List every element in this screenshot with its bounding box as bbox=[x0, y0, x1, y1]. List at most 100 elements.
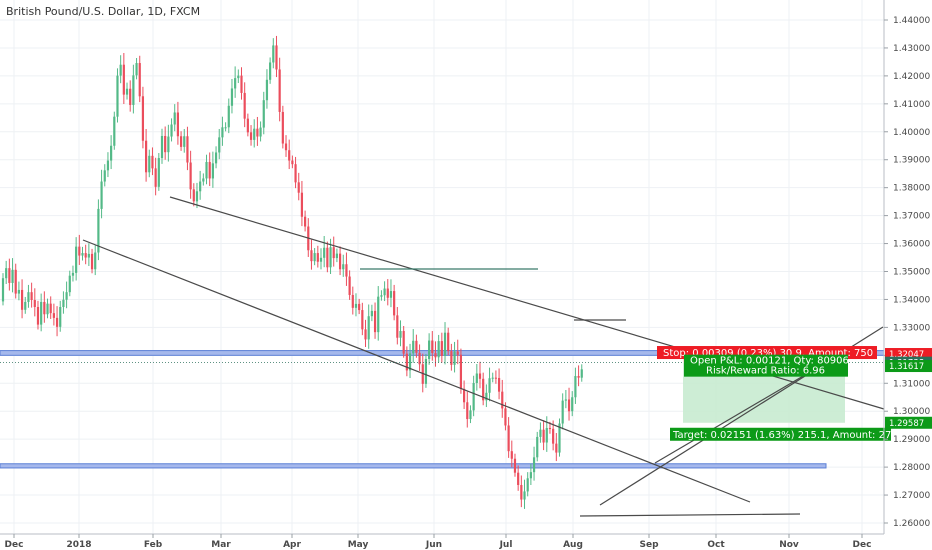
candle bbox=[338, 246, 342, 276]
time-tick-label: Dec bbox=[5, 540, 24, 550]
candle bbox=[11, 258, 14, 293]
candle bbox=[176, 101, 179, 145]
candle bbox=[27, 284, 30, 308]
price-tick-label: 1.28000 bbox=[893, 463, 930, 473]
candle bbox=[291, 155, 294, 169]
candle bbox=[221, 116, 224, 146]
price-tick-label: 1.39000 bbox=[893, 156, 930, 166]
candle bbox=[87, 243, 90, 267]
price-tick-label: 1.26000 bbox=[893, 519, 930, 529]
candle bbox=[440, 332, 443, 363]
candle bbox=[428, 333, 431, 365]
price-axis[interactable]: 1.26000 1.27000 1.28000 1.29000 1.30000 1.310… bbox=[883, 0, 930, 534]
candle bbox=[478, 361, 482, 389]
candle bbox=[571, 391, 574, 417]
candle bbox=[110, 135, 113, 170]
candle bbox=[532, 446, 536, 481]
candle bbox=[30, 282, 33, 308]
target-label[interactable]: Target: 0.02151 (1.63%) 215.1, Amount: 2… bbox=[670, 427, 920, 441]
risk-reward-text: Risk/Reward Ratio: 6.96 bbox=[706, 366, 825, 377]
candle bbox=[141, 86, 145, 149]
candle bbox=[278, 57, 281, 122]
support-band-lower[interactable] bbox=[0, 463, 827, 469]
trendline-upper[interactable] bbox=[169, 196, 885, 410]
candle bbox=[24, 296, 27, 314]
candle bbox=[106, 152, 110, 178]
price-tick-label: 1.37000 bbox=[893, 212, 930, 222]
candle bbox=[224, 122, 227, 132]
candle bbox=[281, 105, 284, 149]
candle bbox=[160, 128, 164, 164]
candle bbox=[186, 126, 189, 171]
candle bbox=[456, 339, 459, 365]
candle bbox=[485, 384, 488, 408]
candle bbox=[567, 387, 571, 421]
candle bbox=[36, 300, 40, 330]
candle bbox=[170, 118, 173, 142]
candle bbox=[304, 210, 307, 232]
candle bbox=[517, 465, 520, 491]
candle bbox=[389, 279, 393, 308]
candle bbox=[90, 248, 94, 274]
candle bbox=[316, 245, 319, 268]
candle bbox=[335, 248, 338, 263]
candle bbox=[55, 306, 59, 337]
candle bbox=[135, 58, 138, 80]
candle bbox=[393, 284, 396, 321]
candle bbox=[354, 293, 358, 317]
candle bbox=[542, 420, 545, 451]
candle bbox=[313, 248, 316, 266]
candle bbox=[418, 344, 421, 371]
candle bbox=[555, 433, 558, 462]
time-tick-label: Oct bbox=[707, 540, 725, 550]
candle bbox=[230, 78, 234, 114]
candle bbox=[154, 157, 157, 196]
candle bbox=[211, 151, 214, 188]
candle bbox=[240, 67, 243, 100]
open-pl-label[interactable]: Open P&L: 0.00121, Qty: 80906 Risk/Rewar… bbox=[684, 354, 849, 377]
candle bbox=[214, 146, 218, 169]
candle bbox=[40, 293, 43, 332]
candle bbox=[288, 139, 291, 170]
candle bbox=[383, 281, 386, 302]
candle bbox=[17, 281, 20, 301]
candle bbox=[75, 237, 78, 281]
candle bbox=[405, 346, 408, 377]
candle bbox=[208, 152, 211, 187]
bottom-line[interactable] bbox=[579, 513, 801, 517]
price-tag: 1.29587 bbox=[885, 416, 932, 429]
price-tick-label: 1.30000 bbox=[893, 407, 930, 417]
price-tick-label: 1.43000 bbox=[893, 44, 930, 54]
candle bbox=[65, 281, 68, 309]
candle bbox=[491, 372, 494, 383]
candle bbox=[326, 241, 329, 273]
trendline-rising-2[interactable] bbox=[654, 371, 811, 464]
candle bbox=[272, 38, 275, 69]
candle bbox=[205, 154, 208, 185]
candle bbox=[284, 135, 288, 157]
time-axis[interactable]: Dec 2018 Feb Mar Apr May Jun Jul Aug Sep Oct Nov Dec bbox=[0, 533, 884, 550]
candle bbox=[218, 128, 221, 160]
candle bbox=[246, 113, 249, 137]
candle bbox=[167, 124, 170, 162]
candle bbox=[453, 341, 456, 373]
candle bbox=[513, 453, 517, 477]
time-tick-label: Sep bbox=[639, 540, 659, 550]
price-tag-text: 1.32047 bbox=[889, 350, 924, 360]
candle bbox=[119, 55, 122, 84]
candle bbox=[195, 182, 199, 209]
time-tick-label: Nov bbox=[779, 540, 799, 550]
trendline-channel-lower[interactable] bbox=[82, 239, 751, 503]
candle bbox=[192, 183, 195, 207]
candle bbox=[49, 296, 52, 319]
price-tick-label: 1.40000 bbox=[893, 128, 930, 138]
candle bbox=[14, 263, 17, 299]
candle bbox=[539, 422, 542, 443]
candle bbox=[370, 304, 373, 322]
candle bbox=[348, 270, 351, 300]
candle bbox=[351, 286, 354, 315]
price-tag-text: 1.31617 bbox=[889, 362, 924, 372]
candle bbox=[68, 270, 71, 297]
stop-label-text: Stop: 0.00309 (0.23%) 30.9, Amount: 750 bbox=[663, 348, 873, 359]
